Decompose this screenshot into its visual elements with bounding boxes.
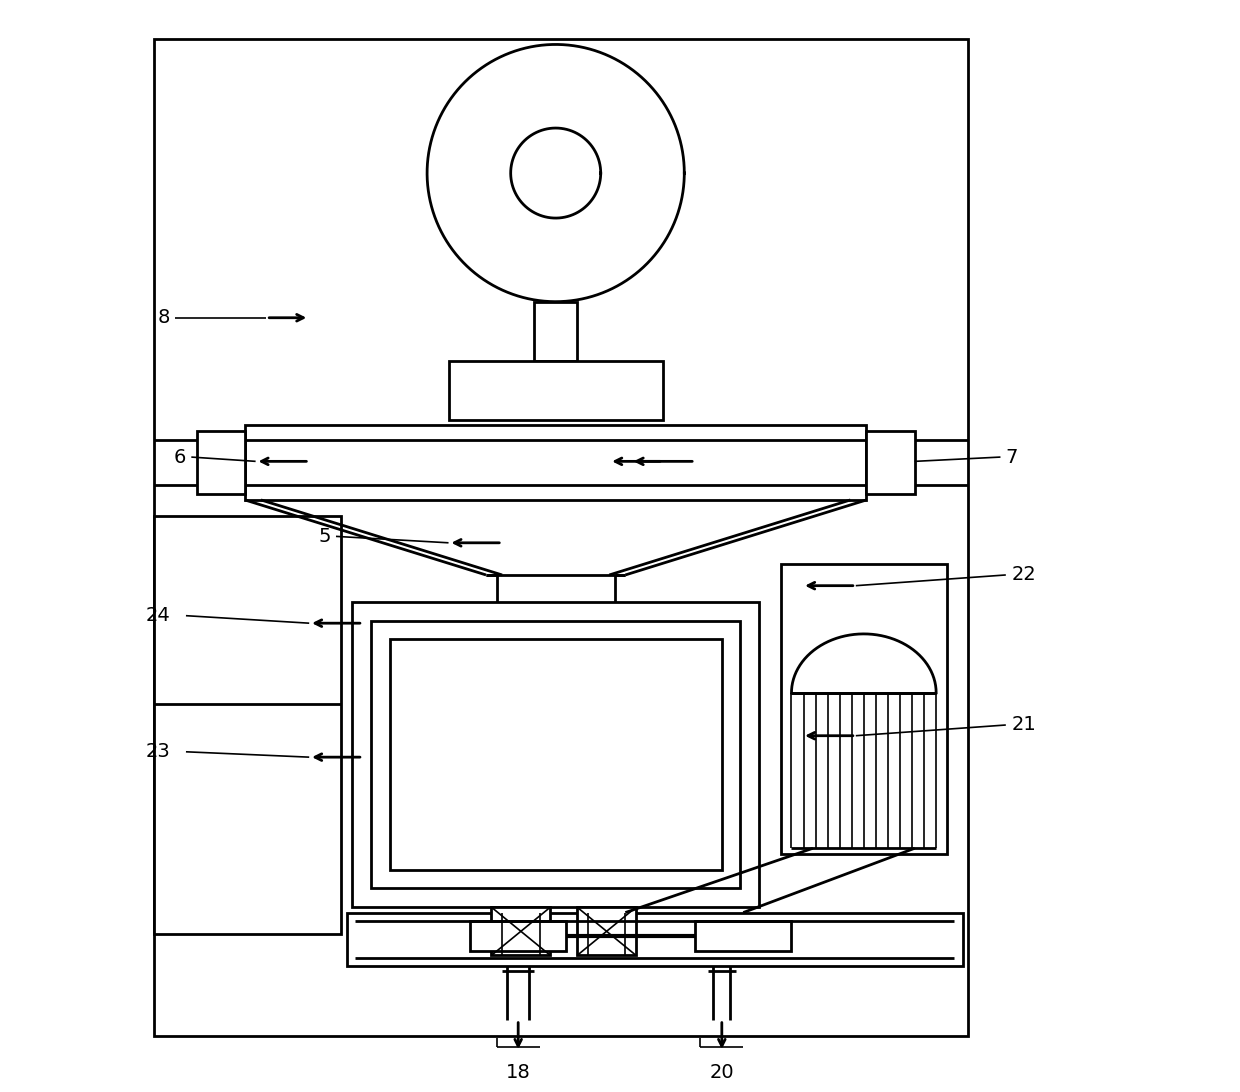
Text: 23: 23 xyxy=(145,743,170,761)
Bar xyxy=(491,907,551,956)
Bar xyxy=(197,431,244,494)
Text: 24: 24 xyxy=(145,606,170,626)
Bar xyxy=(371,621,740,888)
Bar xyxy=(352,602,759,907)
Text: 20: 20 xyxy=(709,1063,734,1081)
Bar xyxy=(781,565,947,854)
Bar xyxy=(389,639,722,869)
Bar xyxy=(534,301,577,360)
Bar xyxy=(470,922,567,951)
Text: 5: 5 xyxy=(319,526,331,546)
Text: 7: 7 xyxy=(1006,448,1018,466)
Bar xyxy=(244,425,867,500)
Bar xyxy=(696,922,791,951)
Text: 21: 21 xyxy=(1011,715,1035,735)
Bar xyxy=(577,907,636,956)
Text: 22: 22 xyxy=(1011,566,1035,584)
Bar xyxy=(154,39,968,1036)
Text: 18: 18 xyxy=(506,1063,531,1081)
Bar xyxy=(154,517,341,934)
Text: 8: 8 xyxy=(157,308,170,328)
Text: 6: 6 xyxy=(174,448,186,466)
Bar xyxy=(867,431,915,494)
Bar xyxy=(347,913,963,966)
Bar xyxy=(449,360,663,419)
